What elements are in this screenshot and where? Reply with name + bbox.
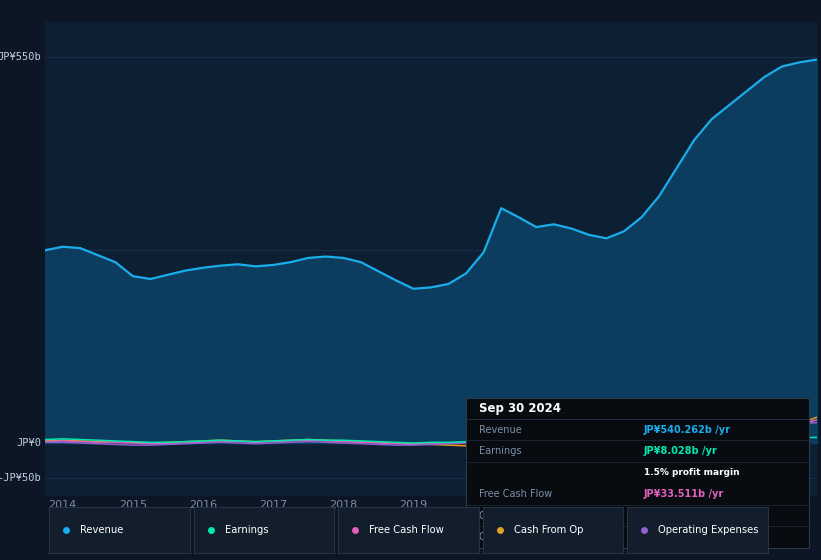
Text: -JP¥50b: -JP¥50b bbox=[0, 473, 41, 483]
Text: JP¥8.028b /yr: JP¥8.028b /yr bbox=[644, 446, 718, 456]
Text: Cash From Op: Cash From Op bbox=[479, 511, 548, 521]
Text: JP¥550b: JP¥550b bbox=[0, 53, 41, 63]
Text: 1.5% profit margin: 1.5% profit margin bbox=[644, 468, 740, 477]
Text: JP¥33.511b /yr: JP¥33.511b /yr bbox=[644, 489, 724, 499]
Text: Free Cash Flow: Free Cash Flow bbox=[369, 525, 444, 535]
Text: Revenue: Revenue bbox=[80, 525, 123, 535]
Text: JP¥36.997b /yr: JP¥36.997b /yr bbox=[644, 511, 724, 521]
Text: Revenue: Revenue bbox=[479, 424, 522, 435]
Text: Sep 30 2024: Sep 30 2024 bbox=[479, 402, 562, 415]
Text: Operating Expenses: Operating Expenses bbox=[658, 525, 759, 535]
Text: JP¥0: JP¥0 bbox=[16, 438, 41, 448]
Text: JP¥28.779b /yr: JP¥28.779b /yr bbox=[644, 532, 724, 542]
Text: Free Cash Flow: Free Cash Flow bbox=[479, 489, 553, 499]
Text: Operating Expenses: Operating Expenses bbox=[479, 532, 578, 542]
Text: JP¥540.262b /yr: JP¥540.262b /yr bbox=[644, 424, 731, 435]
Text: Earnings: Earnings bbox=[479, 446, 521, 456]
Text: Earnings: Earnings bbox=[225, 525, 268, 535]
Text: Cash From Op: Cash From Op bbox=[514, 525, 583, 535]
